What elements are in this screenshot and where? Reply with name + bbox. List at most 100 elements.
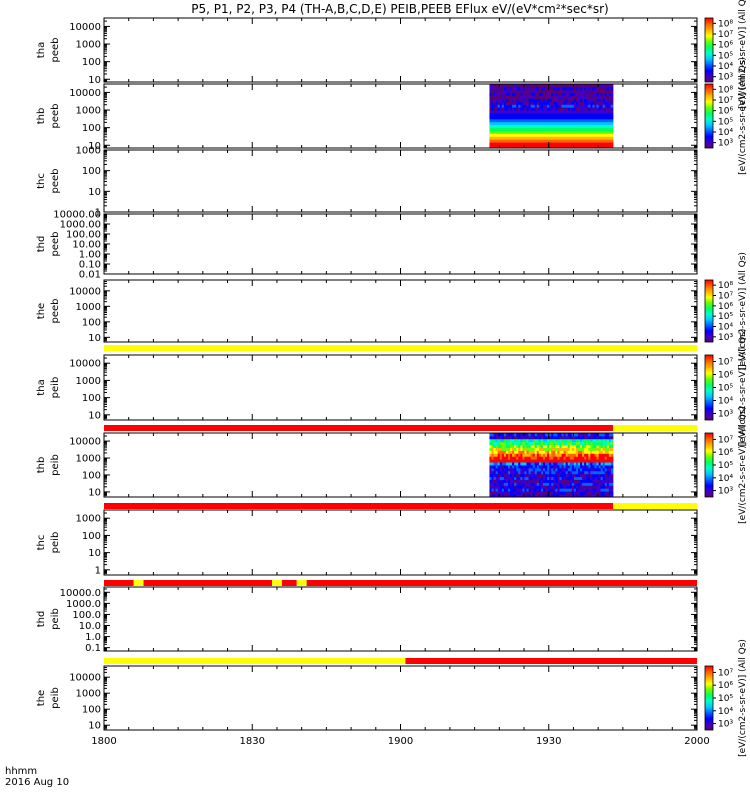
spectrogram-cell (530, 139, 534, 143)
spectrogram-cell (549, 142, 552, 146)
spectrogram-cell (524, 113, 527, 117)
spectrogram-cell (588, 494, 591, 498)
spectrogram-cell (538, 130, 542, 134)
spectrogram-cell (559, 456, 562, 460)
spectrogram-cell (516, 435, 519, 440)
spectrogram-cell (524, 465, 527, 469)
spectrogram-cell (528, 124, 532, 129)
panel-instrument-label: peib (50, 532, 61, 554)
spectrogram-cell (528, 116, 532, 120)
spectrogram-cell (510, 84, 513, 88)
spectrogram-cell (584, 95, 587, 99)
spectrogram-cell (495, 107, 499, 111)
spectrogram-cell (547, 479, 550, 483)
spectrogram-cell (545, 116, 548, 120)
spectrogram-cell (561, 113, 564, 117)
spectrogram-cell (522, 456, 525, 460)
spectrogram-cell (586, 84, 589, 88)
spectrogram-cell (604, 104, 608, 108)
spectrogram-cell (565, 485, 569, 489)
spectrogram-cell (557, 470, 560, 475)
spectrogram-cell (538, 142, 542, 146)
spectrogram-cell (499, 462, 503, 466)
spectrogram-cell (497, 447, 501, 451)
spectrogram-cell (514, 107, 517, 111)
spectrogram-cell (536, 441, 540, 446)
spectrogram-cell (514, 136, 517, 140)
spectrogram-cell (598, 89, 602, 94)
ytick-label: 10 (88, 187, 101, 198)
spectrogram-cell (499, 118, 503, 123)
spectrogram-cell (516, 491, 519, 495)
spectrogram-cell (528, 110, 532, 114)
spectrogram-cell (559, 435, 562, 440)
ytick-label: 10000 (69, 359, 101, 370)
spectrogram-cell (545, 467, 548, 472)
spectrogram-cell (524, 139, 527, 143)
spectrogram-cell (549, 491, 552, 495)
spectrogram-cell (600, 462, 604, 466)
spectrogram-cell (563, 447, 567, 451)
colorbar-gradient (704, 17, 714, 83)
spectrogram-cell (561, 86, 564, 91)
spectrogram-cell (510, 435, 513, 440)
spectrogram-cell (495, 467, 499, 472)
panel-instrument-label: peeb (50, 38, 61, 63)
spectrogram-cell (532, 98, 536, 102)
spectrogram-cell (598, 485, 602, 489)
spectrogram-cell (551, 104, 554, 108)
spectrogram-cell (588, 482, 591, 486)
spectrogram-cell (608, 433, 612, 437)
spectrogram-cell (536, 494, 540, 498)
spectrogram-cell (507, 450, 511, 454)
spectrogram-cell (542, 435, 546, 440)
spectrogram-cell (608, 118, 612, 123)
spectrogram-cell (608, 98, 612, 102)
spectrogram-cell (514, 456, 517, 460)
spectrogram-cell (528, 482, 532, 486)
spectrogram-cell (567, 476, 571, 480)
spectrogram-cell (547, 121, 550, 126)
spectrogram-cell (536, 98, 540, 102)
spectrogram-cell (590, 470, 593, 475)
spectrogram-cell (553, 450, 556, 454)
spectrogram-cell (573, 130, 577, 134)
spectrogram-cell (565, 447, 569, 451)
spectrogram-cell (590, 136, 593, 140)
spectrogram-cell (551, 465, 554, 469)
spectrogram-cell (547, 110, 550, 114)
spectrogram-cell (536, 127, 540, 131)
spectrogram-cell (545, 450, 548, 454)
spectrogram-cell (495, 121, 499, 126)
spectrogram-cell (584, 453, 587, 457)
spectrogram-cell (493, 444, 497, 448)
spectrogram-cell (596, 435, 599, 440)
spectrogram-cell (553, 136, 556, 140)
spectrogram-cell (536, 456, 540, 460)
spectrogram-cell (590, 459, 593, 463)
spectrogram-cell (608, 89, 612, 94)
spectrogram-cell (551, 470, 554, 475)
spectrogram-cell (573, 98, 577, 102)
spectrogram-cell (577, 441, 581, 446)
spectrogram-cell (553, 453, 556, 457)
spectrogram-cell (545, 459, 548, 463)
spectrogram-cell (608, 95, 612, 99)
spectrogram-cell (491, 459, 494, 463)
spectrogram-cell (598, 113, 602, 117)
ytick-label: 100 (82, 57, 101, 68)
spectrogram-cell (510, 124, 513, 129)
spectrogram-cell (547, 101, 550, 105)
spectrogram-cell (528, 494, 532, 498)
spectrogram-cell (588, 433, 591, 437)
spectrogram-cell (536, 101, 540, 105)
spectrogram-cell (545, 127, 548, 131)
spectrogram-cell (604, 467, 608, 472)
spectrogram-cell (512, 470, 515, 475)
spectrogram-cell (542, 473, 546, 478)
spectrogram-cell (553, 467, 556, 472)
spectrogram-cell (547, 127, 550, 131)
ytick-label: 1000 (76, 689, 101, 700)
spectrogram-cell (575, 104, 579, 108)
spectrogram-cell (549, 462, 552, 466)
